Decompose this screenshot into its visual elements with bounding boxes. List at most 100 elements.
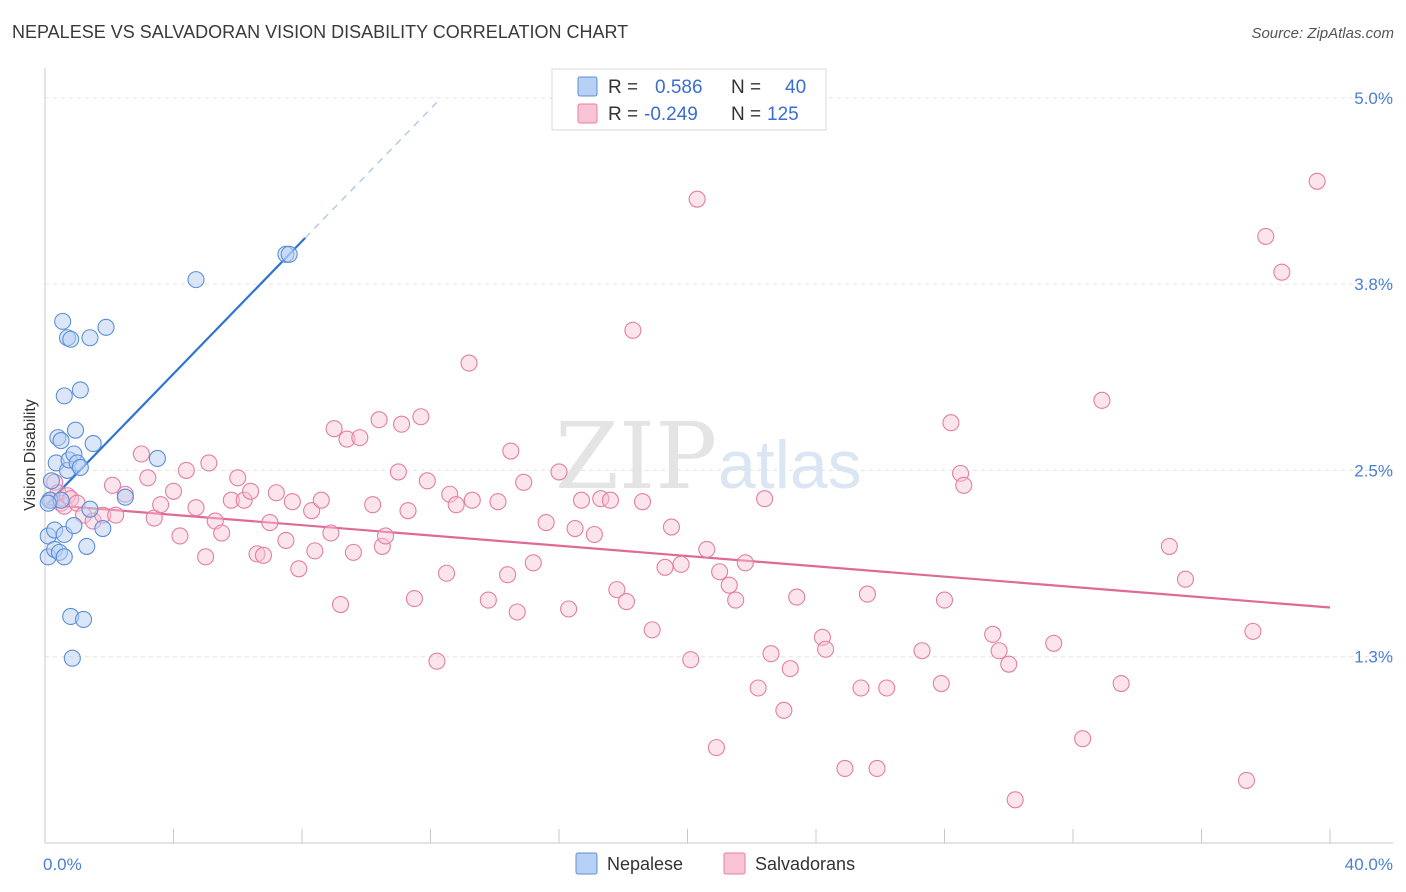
salvadoran-point[interactable]	[441, 485, 459, 503]
salvadoran-point[interactable]	[213, 524, 231, 542]
salvadoran-point[interactable]	[373, 537, 391, 555]
salvadoran-point[interactable]	[1160, 537, 1178, 555]
nepalese-point[interactable]	[71, 381, 89, 399]
salvadoran-point[interactable]	[1074, 730, 1092, 748]
salvadoran-point[interactable]	[662, 518, 680, 536]
salvadoran-point[interactable]	[322, 524, 340, 542]
salvadoran-point[interactable]	[566, 519, 584, 538]
salvadoran-point[interactable]	[325, 420, 343, 438]
salvadoran-point[interactable]	[643, 621, 661, 639]
salvadoran-point[interactable]	[389, 463, 407, 481]
salvadoran-point[interactable]	[1112, 674, 1130, 693]
salvadoran-point[interactable]	[447, 496, 465, 514]
salvadoran-point[interactable]	[171, 527, 189, 545]
salvadoran-point[interactable]	[177, 461, 195, 479]
nepalese-point[interactable]	[94, 519, 112, 538]
nepalese-point[interactable]	[66, 421, 85, 439]
salvadoran-point[interactable]	[585, 525, 603, 544]
salvadoran-point[interactable]	[781, 660, 799, 678]
salvadoran-point[interactable]	[312, 491, 330, 509]
nepalese-point[interactable]	[280, 245, 298, 263]
salvadoran-point[interactable]	[197, 548, 215, 566]
nepalese-point[interactable]	[84, 435, 102, 453]
nepalese-point[interactable]	[148, 449, 166, 468]
salvadoran-point[interactable]	[277, 531, 295, 550]
salvadoran-point[interactable]	[508, 603, 526, 621]
salvadoran-point[interactable]	[338, 430, 356, 448]
salvadoran-point[interactable]	[200, 454, 218, 472]
salvadoran-point[interactable]	[1000, 655, 1018, 673]
salvadoran-point[interactable]	[331, 595, 350, 614]
salvadoran-point[interactable]	[428, 652, 446, 670]
salvadoran-point[interactable]	[139, 469, 157, 487]
salvadoran-point[interactable]	[537, 514, 555, 532]
salvadoran-point[interactable]	[254, 546, 273, 564]
salvadoran-point[interactable]	[283, 493, 301, 511]
salvadoran-point[interactable]	[261, 514, 279, 532]
nepalese-point[interactable]	[54, 312, 72, 330]
nepalese-point[interactable]	[42, 472, 60, 490]
salvadoran-point[interactable]	[955, 476, 973, 494]
salvadoran-point[interactable]	[775, 701, 793, 719]
nepalese-point[interactable]	[187, 271, 205, 289]
salvadoran-point[interactable]	[515, 473, 533, 491]
salvadoran-point[interactable]	[656, 558, 674, 576]
salvadoran-point[interactable]	[836, 759, 854, 778]
salvadoran-point[interactable]	[682, 651, 700, 669]
salvadoran-point[interactable]	[932, 674, 950, 693]
salvadoran-point[interactable]	[858, 585, 876, 603]
salvadoran-point[interactable]	[608, 581, 626, 599]
salvadoran-point[interactable]	[756, 490, 774, 508]
salvadoran-point[interactable]	[412, 408, 430, 426]
salvadoran-point[interactable]	[351, 429, 369, 447]
salvadoran-point[interactable]	[1045, 634, 1063, 652]
salvadoran-point[interactable]	[229, 469, 247, 487]
salvadoran-point[interactable]	[235, 491, 253, 509]
salvadoran-point[interactable]	[290, 560, 308, 578]
salvadoran-point[interactable]	[711, 563, 729, 581]
salvadoran-point[interactable]	[132, 445, 150, 463]
salvadoran-point[interactable]	[550, 463, 568, 481]
salvadoran-point[interactable]	[990, 642, 1008, 660]
nepalese-point[interactable]	[63, 649, 81, 667]
salvadoran-point[interactable]	[344, 543, 362, 561]
salvadoran-point[interactable]	[817, 640, 835, 658]
salvadoran-point[interactable]	[788, 588, 806, 606]
salvadoran-point[interactable]	[572, 491, 591, 509]
salvadoran-point[interactable]	[499, 566, 517, 584]
salvadoran-point[interactable]	[399, 502, 417, 520]
salvadoran-point[interactable]	[418, 472, 436, 490]
nepalese-point[interactable]	[116, 488, 134, 506]
salvadoran-point[interactable]	[984, 625, 1002, 643]
salvadoran-point[interactable]	[463, 491, 481, 509]
legend-bottom-salvadoran-label[interactable]: Salvadorans	[755, 854, 855, 874]
legend-bottom-salvadoran-swatch[interactable]	[723, 852, 746, 875]
salvadoran-point[interactable]	[222, 491, 240, 509]
salvadoran-point[interactable]	[164, 482, 183, 500]
salvadoran-point[interactable]	[393, 415, 411, 433]
salvadoran-point[interactable]	[1273, 263, 1291, 281]
salvadoran-point[interactable]	[248, 545, 266, 563]
nepalese-point[interactable]	[81, 329, 99, 347]
legend-bottom-nepalese-label[interactable]: Nepalese	[607, 854, 683, 874]
salvadoran-point[interactable]	[913, 642, 931, 660]
nepalese-point[interactable]	[52, 432, 70, 450]
salvadoran-point[interactable]	[1093, 391, 1111, 409]
salvadoran-point[interactable]	[736, 554, 754, 572]
salvadoran-point[interactable]	[438, 564, 456, 582]
salvadoran-point[interactable]	[560, 600, 578, 618]
salvadoran-point[interactable]	[601, 491, 619, 509]
salvadoran-point[interactable]	[617, 593, 636, 611]
salvadoran-point[interactable]	[707, 739, 725, 757]
salvadoran-point[interactable]	[502, 442, 520, 460]
nepalese-point[interactable]	[71, 458, 89, 476]
salvadoran-point[interactable]	[852, 679, 870, 697]
salvadoran-point[interactable]	[306, 542, 324, 560]
nepalese-point[interactable]	[97, 318, 115, 336]
salvadoran-point[interactable]	[103, 476, 122, 494]
salvadoran-point[interactable]	[489, 493, 507, 511]
salvadoran-point[interactable]	[633, 493, 652, 511]
salvadoran-point[interactable]	[187, 499, 205, 517]
salvadoran-point[interactable]	[524, 554, 542, 572]
salvadoran-point[interactable]	[242, 482, 260, 500]
